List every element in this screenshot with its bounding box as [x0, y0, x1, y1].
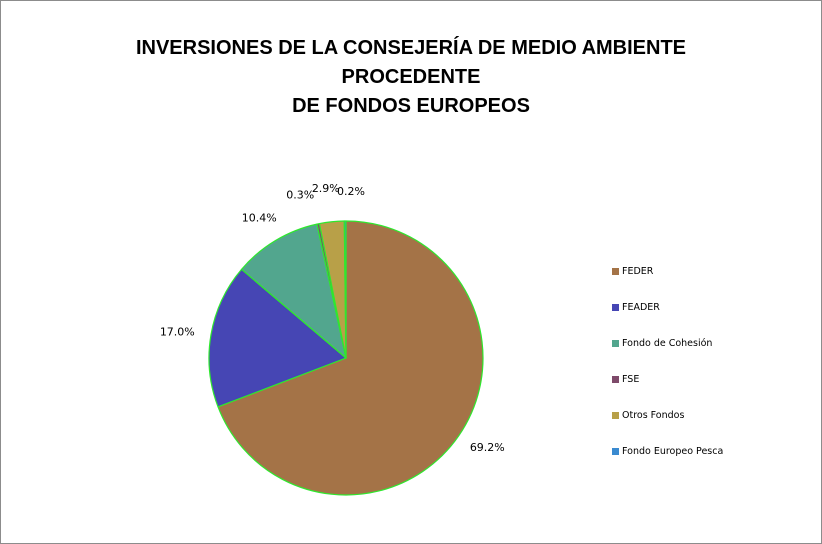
- legend-swatch: [612, 303, 619, 311]
- legend-item-otros-fondos: Otros Fondos: [612, 408, 684, 422]
- legend-item-fondo-europeo-pesca: Fondo Europeo Pesca: [612, 444, 723, 458]
- chart-title-line-1: INVERSIONES DE LA CONSEJERÍA DE MEDIO AM…: [135, 37, 687, 59]
- pie-slice-fondo-europeo-pesca: [343, 220, 347, 359]
- data-label-fondo-de-cohesi-n: 10.4%: [242, 211, 277, 224]
- chart-title-line-3: DE FONDOS EUROPEOS: [292, 95, 530, 117]
- legend-item-feader: FEADER: [612, 300, 660, 314]
- legend-label: Fondo de Cohesión: [622, 337, 713, 349]
- pie-slice-feder: [217, 220, 484, 496]
- pie-slice-fondo-de-cohesi-n: [240, 223, 347, 359]
- legend-swatch: [612, 447, 619, 455]
- pie-slice-feader: [208, 268, 347, 408]
- data-label-fondo-europeo-pesca: 0.2%: [337, 185, 365, 198]
- legend-swatch: [612, 267, 619, 275]
- data-label-feder: 69.2%: [470, 441, 505, 454]
- legend-label: FSE: [622, 373, 640, 385]
- legend-item-fse: FSE: [612, 372, 639, 386]
- legend-swatch: [612, 411, 619, 419]
- chart-title: INVERSIONES DE LA CONSEJERÍA DE MEDIO AM…: [0, 34, 822, 121]
- legend-swatch: [612, 339, 619, 347]
- legend-label: FEADER: [622, 301, 660, 313]
- data-label-otros-fondos: 2.9%: [312, 182, 340, 195]
- legend-label: FEDER: [622, 265, 654, 277]
- legend-item-fondo-de-cohesi-n: Fondo de Cohesión: [612, 336, 712, 350]
- data-label-feader: 17.0%: [160, 326, 195, 339]
- legend-item-feder: FEDER: [612, 264, 653, 278]
- data-label-fse: 0.3%: [286, 188, 314, 201]
- legend-label: Otros Fondos: [622, 409, 685, 421]
- legend-label: Fondo Europeo Pesca: [622, 445, 724, 457]
- chart-title-line-2: PROCEDENTE: [341, 66, 481, 88]
- legend-swatch: [612, 375, 619, 383]
